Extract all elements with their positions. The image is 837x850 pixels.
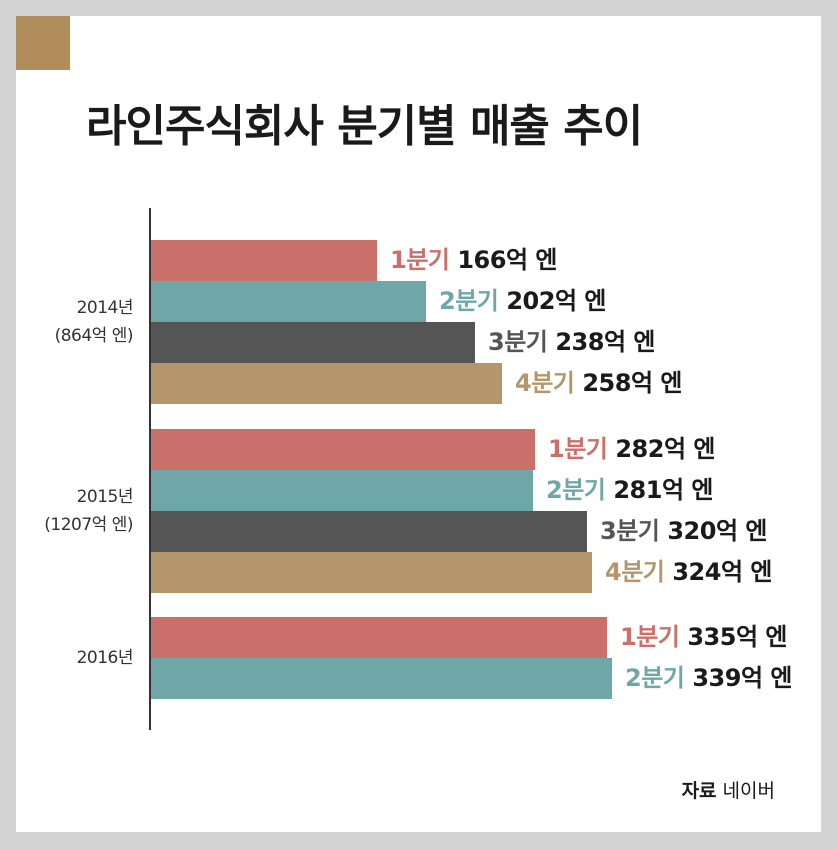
year-label-2: 2016년	[0, 644, 134, 672]
quarter-label: 3분기	[600, 517, 660, 545]
chart-title: 라인주식회사 분기별 매출 추이	[86, 101, 643, 152]
quarter-label: 2분기	[625, 664, 685, 692]
year-text: 2016년	[76, 648, 134, 668]
quarter-label: 4분기	[515, 369, 575, 397]
value-label: 258억 엔	[582, 369, 682, 397]
year-label-0: 2014년 (864억 엔)	[0, 294, 134, 350]
year-text: 2015년	[76, 487, 134, 507]
quarter-label: 3분기	[488, 328, 548, 356]
quarter-label: 1분기	[390, 246, 450, 274]
bar-2-1	[151, 658, 612, 699]
year-text: 2014년	[76, 298, 134, 318]
y-axis-line	[149, 208, 151, 730]
bar-0-2	[151, 322, 475, 363]
bar-label-1-3: 4분기 324억 엔	[605, 552, 772, 593]
year-total-text: (864억 엔)	[54, 326, 134, 346]
quarter-label: 4분기	[605, 558, 665, 586]
bar-label-0-2: 3분기 238억 엔	[488, 322, 655, 363]
corner-decoration	[16, 16, 70, 70]
bar-label-0-3: 4분기 258억 엔	[515, 363, 682, 404]
value-label: 282억 엔	[615, 435, 715, 463]
bar-label-0-0: 1분기 166억 엔	[390, 240, 557, 281]
bar-1-2	[151, 511, 587, 552]
value-label: 324억 엔	[672, 558, 772, 586]
value-label: 166억 엔	[457, 246, 557, 274]
bar-0-3	[151, 363, 502, 404]
quarter-label: 2분기	[439, 287, 499, 315]
quarter-label: 2분기	[546, 476, 606, 504]
value-label: 339억 엔	[692, 664, 792, 692]
quarter-label: 1분기	[548, 435, 608, 463]
year-total-text: (1207억 엔)	[44, 515, 133, 535]
bar-1-0	[151, 429, 535, 470]
bar-label-2-1: 2분기 339억 엔	[625, 658, 792, 699]
quarter-label: 1분기	[620, 623, 680, 651]
bar-label-0-1: 2분기 202억 엔	[439, 281, 606, 322]
bar-0-1	[151, 281, 426, 322]
source-value: 네이버	[722, 780, 775, 802]
bar-label-1-0: 1분기 282억 엔	[548, 429, 715, 470]
bar-label-2-0: 1분기 335억 엔	[620, 617, 787, 658]
bar-label-1-1: 2분기 281억 엔	[546, 470, 713, 511]
bar-1-3	[151, 552, 592, 593]
source-key: 자료	[681, 780, 717, 802]
value-label: 320억 엔	[667, 517, 767, 545]
value-label: 238억 엔	[555, 328, 655, 356]
source-note: 자료 네이버	[682, 776, 775, 803]
value-label: 335억 엔	[687, 623, 787, 651]
bar-1-1	[151, 470, 533, 511]
value-label: 281억 엔	[613, 476, 713, 504]
bar-label-1-2: 3분기 320억 엔	[600, 511, 767, 552]
bar-0-0	[151, 240, 377, 281]
value-label: 202억 엔	[506, 287, 606, 315]
year-label-1: 2015년 (1207억 엔)	[0, 483, 133, 539]
bar-2-0	[151, 617, 607, 658]
